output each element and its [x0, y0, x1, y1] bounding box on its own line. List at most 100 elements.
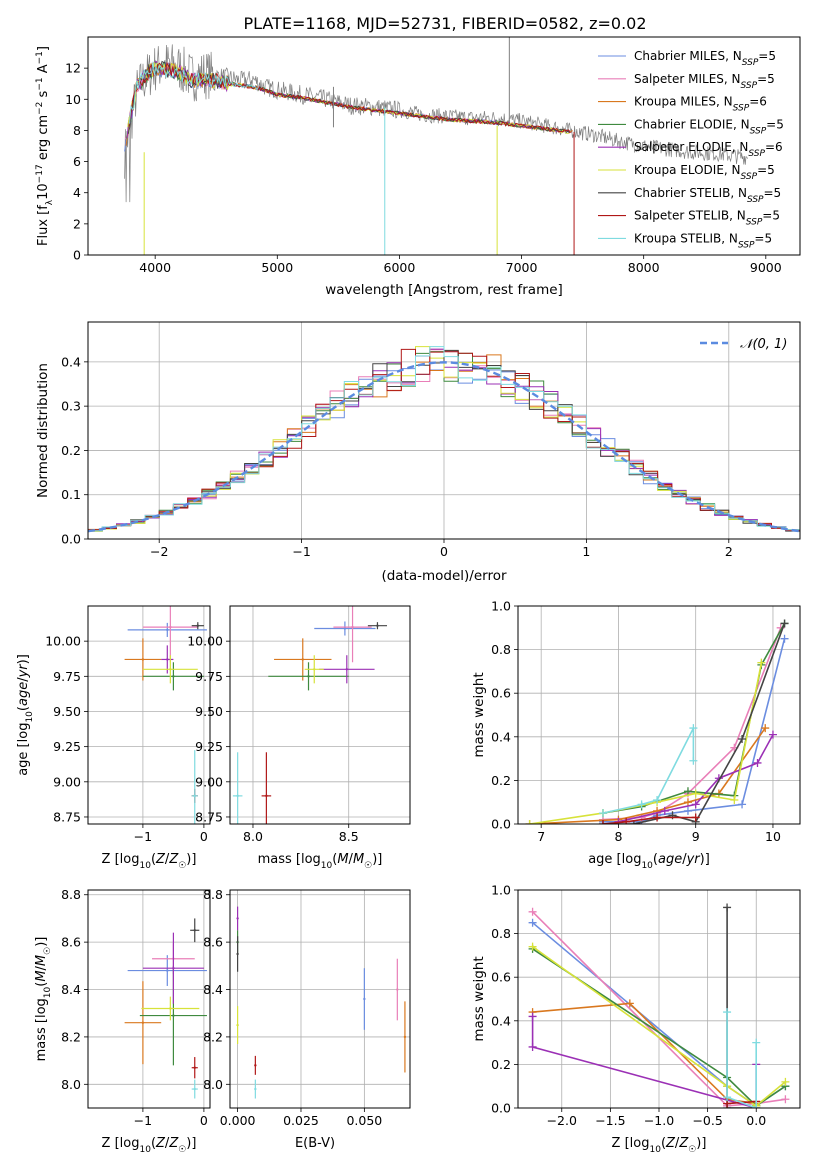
data-point — [193, 1066, 196, 1069]
y-tick-label: 2 — [73, 216, 81, 231]
series-marker — [625, 999, 634, 1008]
series-line — [603, 623, 786, 824]
series-marker — [637, 800, 646, 809]
y-tick-label: 8.2 — [61, 1029, 81, 1044]
series-marker — [689, 756, 698, 765]
x-tick-label: 7000 — [506, 260, 538, 275]
spectrum-plot-area — [124, 37, 748, 255]
x-axis-label: Z [log10(Z/Z☉)] — [102, 1136, 197, 1155]
x-tick-label: −2 — [150, 544, 168, 559]
x-axis-label: wavelength [Angstrom, rest frame] — [325, 282, 563, 298]
legend-entry-label: Salpeter MILES, NSSP=5 — [634, 72, 775, 91]
series-line — [618, 734, 774, 823]
series-line — [532, 1002, 757, 1105]
x-tick-label: 0.050 — [346, 1113, 382, 1128]
data-point — [193, 794, 196, 798]
age_vs_mass-plot-area — [232, 606, 388, 824]
y-tick-label: 12 — [65, 61, 81, 76]
x-axis-label: Z [log10(Z/Z☉)] — [612, 1136, 707, 1155]
series-line — [602, 623, 786, 814]
series-marker — [689, 724, 698, 733]
y-axis-label: mass [log10(M/M☉)] — [34, 937, 53, 1062]
legend-entry-label: Kroupa ELODIE, NSSP=5 — [634, 163, 775, 182]
y-tick-label: 9.50 — [53, 704, 81, 719]
y-tick-label: 0.4 — [61, 354, 81, 369]
y-tick-label: 9.75 — [195, 669, 223, 684]
y-axis-label: mass weight — [471, 956, 487, 1041]
figure-title: PLATE=1168, MJD=52731, FIBERID=0582, z=0… — [243, 14, 646, 33]
series-marker — [683, 787, 692, 796]
data-point — [301, 658, 304, 661]
data-point — [345, 668, 349, 671]
series-marker — [528, 942, 537, 951]
y-tick-label: 1.0 — [491, 883, 511, 898]
x-tick-label: 0 — [200, 829, 208, 844]
x-tick-label: 6000 — [384, 260, 416, 275]
x-tick-label: 9 — [692, 829, 700, 844]
data-point — [313, 668, 316, 671]
y-tick-label: 9.75 — [53, 669, 81, 684]
y-tick-label: 0.2 — [61, 443, 81, 458]
y-tick-label: 0.2 — [491, 1057, 511, 1072]
data-point — [254, 1064, 257, 1067]
axes-frame — [229, 605, 411, 825]
mass_vs_Z-panel: −1 0 8.0 8.2 8.4 8.6 8.8 Z [log10(Z/Z☉)] mass [l… — [34, 887, 211, 1155]
series-marker — [723, 1008, 732, 1017]
series-marker — [757, 658, 766, 667]
series-marker — [752, 1104, 761, 1108]
x-tick-label: −0.5 — [692, 1113, 722, 1128]
series-marker — [683, 798, 692, 807]
y-tick-label: 8.4 — [61, 982, 81, 997]
x-tick-label: 8.0 — [243, 829, 263, 844]
axes-frame — [87, 889, 211, 1109]
x-tick-label: 5000 — [261, 260, 293, 275]
y-tick-label: 0.6 — [491, 686, 511, 701]
y-tick-label: 9.25 — [53, 739, 81, 754]
y-tick-label: 8.0 — [203, 1077, 223, 1092]
legend-entry-label: Chabrier STELIB, NSSP=5 — [634, 186, 781, 205]
data-point — [172, 675, 175, 678]
y-tick-label: 0.4 — [491, 1013, 511, 1028]
x-axis-label: age [log10(age/yr)] — [588, 852, 710, 871]
data-point — [141, 1021, 145, 1024]
data-point — [236, 917, 239, 920]
mass_vs_EBV-plot-area — [236, 906, 407, 1099]
data-point — [193, 929, 196, 932]
histogram-step-line — [88, 346, 800, 532]
x-axis-label: E(B-V) — [295, 1136, 335, 1151]
y-tick-label: 0.0 — [491, 817, 511, 832]
legend-entry-label: 𝒩(0, 1) — [740, 337, 787, 352]
y-tick-label: 8.8 — [203, 887, 223, 902]
legend-entry-label: Chabrier ELODIE, NSSP=5 — [634, 117, 784, 136]
x-tick-label: 0 — [440, 544, 448, 559]
y-tick-label: 8.8 — [61, 887, 81, 902]
data-point — [193, 1087, 196, 1091]
y-tick-label: 8.75 — [195, 809, 223, 824]
data-point — [236, 952, 239, 956]
axes-frame — [87, 36, 801, 256]
y-tick-label: 1.0 — [491, 599, 511, 614]
x-tick-label: 4000 — [139, 260, 171, 275]
residuals-plot-area — [88, 346, 800, 533]
series-marker — [691, 800, 700, 809]
data-point — [169, 1007, 172, 1010]
data-point — [254, 1087, 257, 1091]
y-tick-label: 9.00 — [53, 774, 81, 789]
data-point — [172, 966, 175, 970]
data-point — [396, 988, 399, 991]
axes-frame — [87, 605, 211, 825]
y-tick-label: 8.6 — [203, 935, 223, 950]
model-spectrum-line — [129, 61, 259, 124]
data-point — [169, 625, 172, 629]
data-point — [343, 627, 347, 630]
y-tick-label: 0.8 — [491, 926, 511, 941]
series-marker — [753, 758, 762, 767]
x-tick-label: 8.5 — [339, 829, 359, 844]
data-point — [236, 1023, 239, 1027]
data-point — [265, 794, 268, 798]
data-point — [172, 1014, 175, 1017]
series-line — [529, 662, 763, 824]
series-marker — [738, 800, 747, 809]
data-point — [196, 624, 199, 627]
